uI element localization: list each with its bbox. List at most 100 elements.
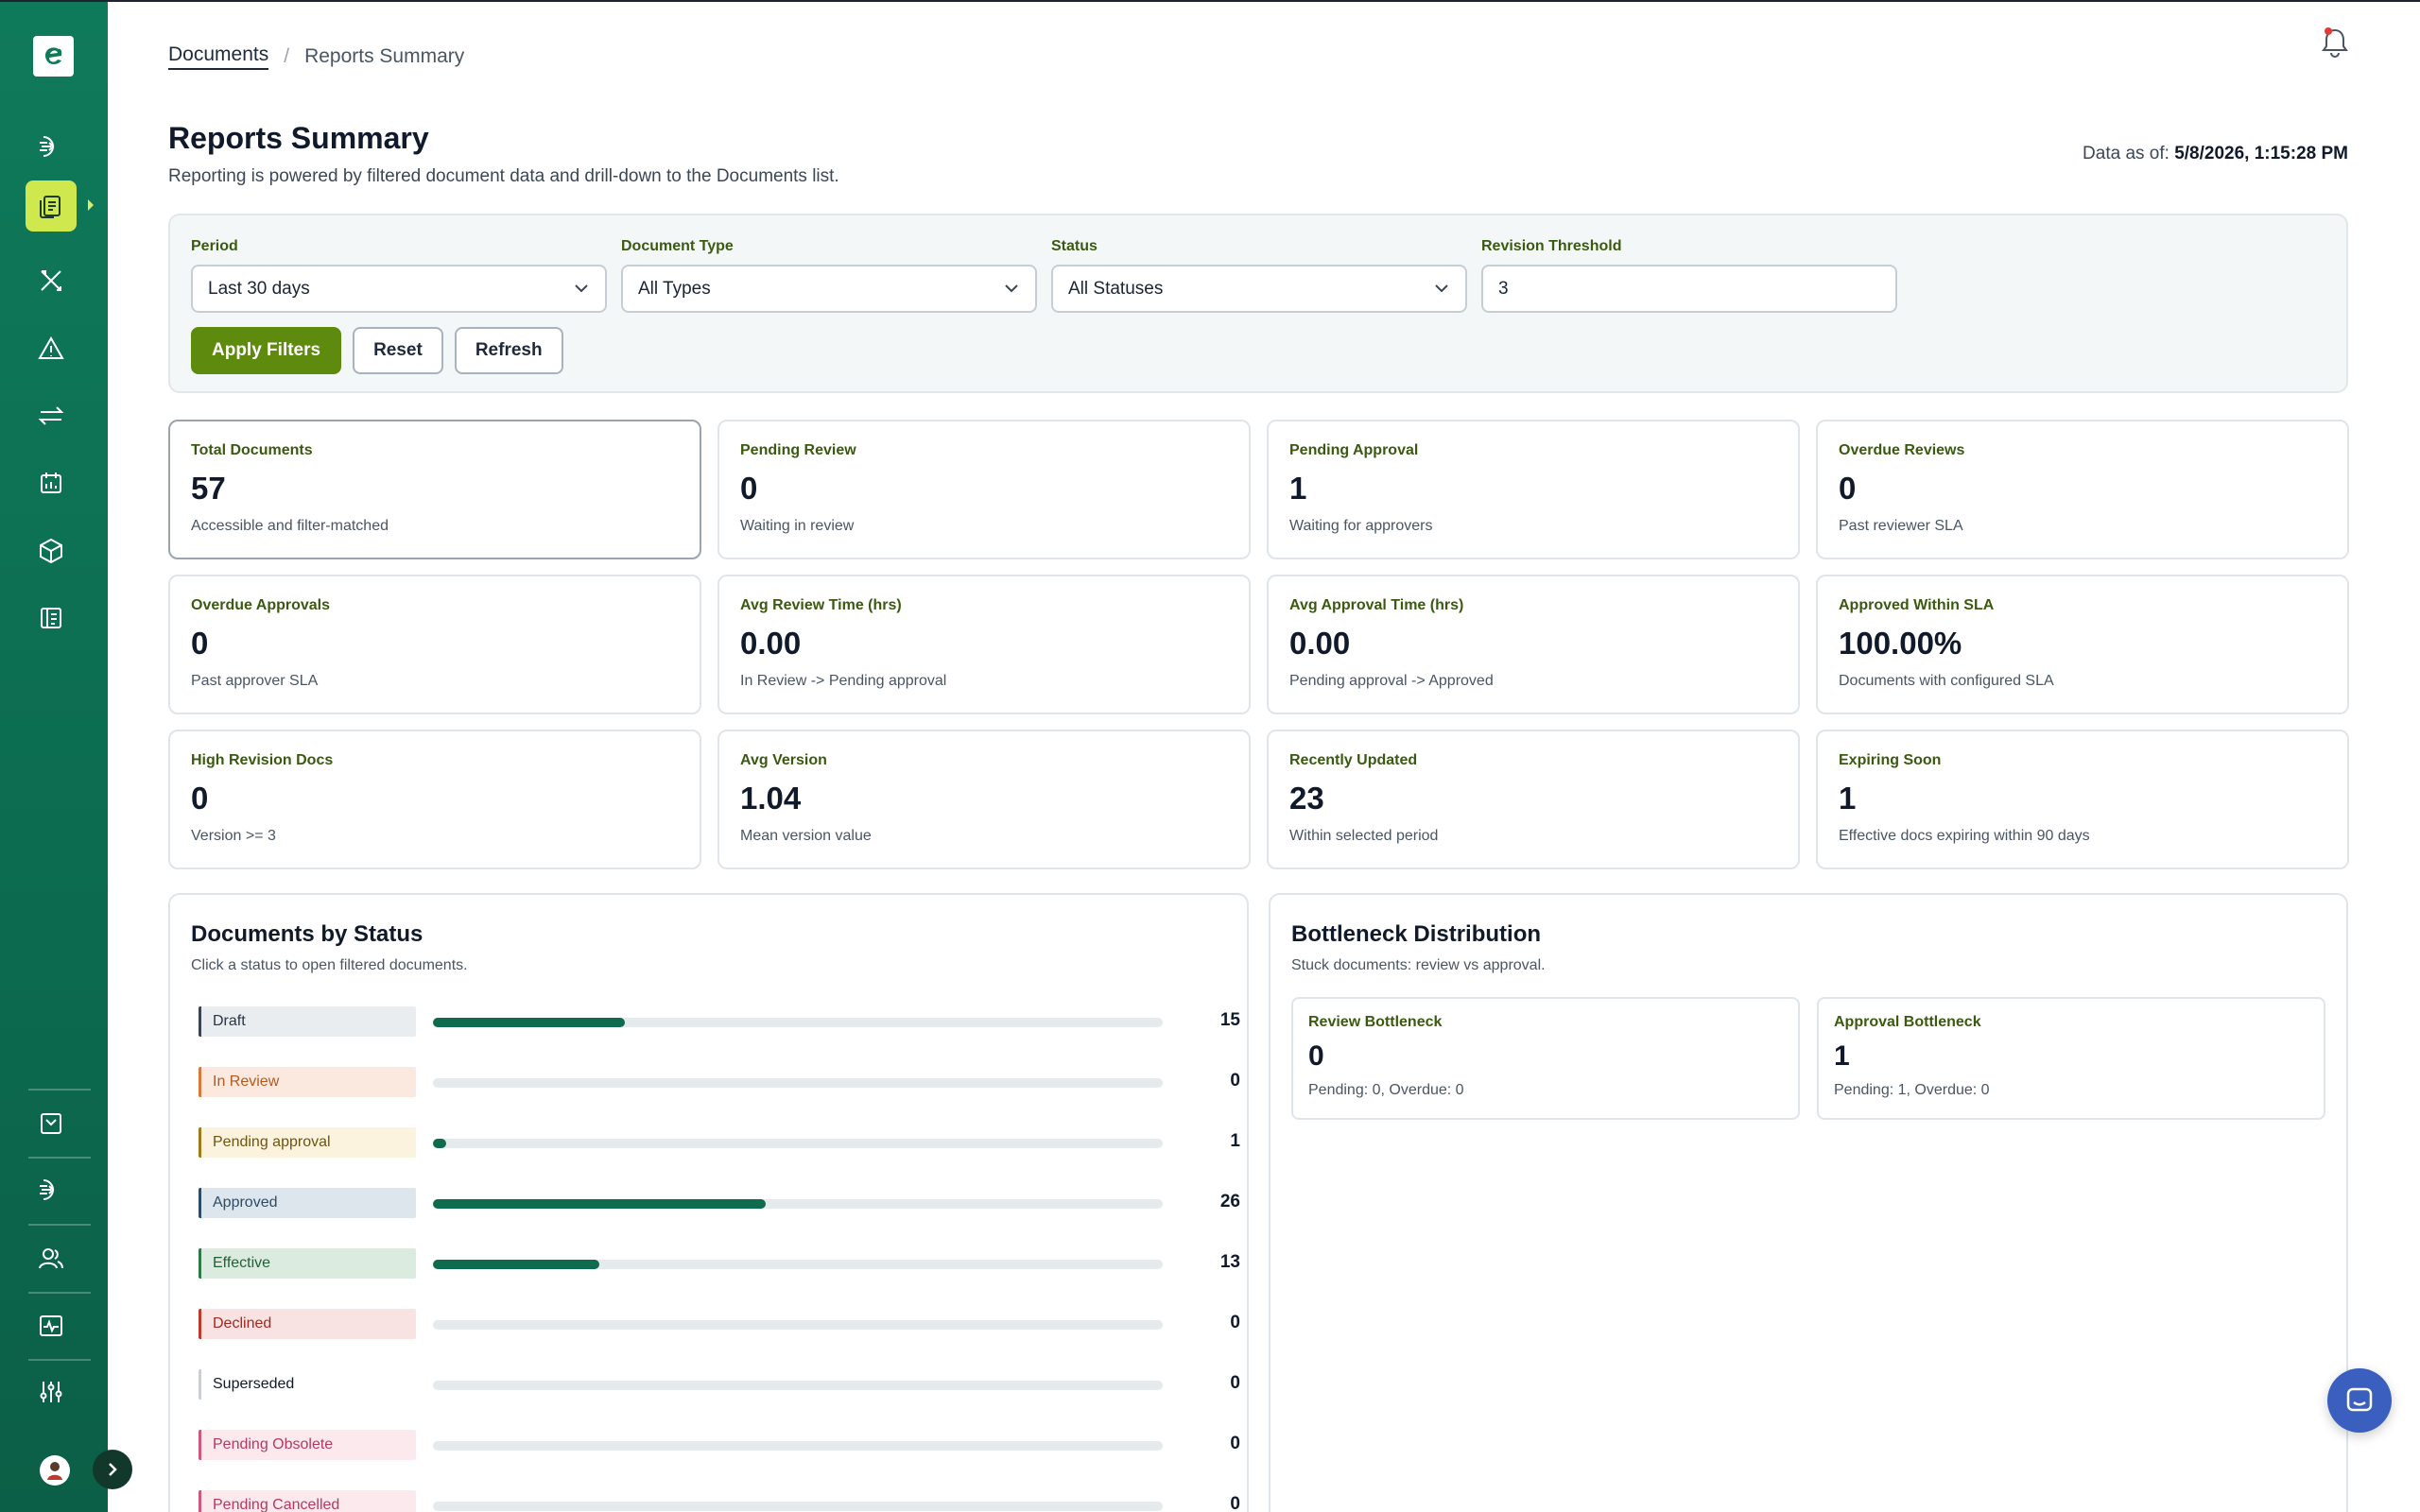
- kpi-title: Recently Updated: [1289, 752, 1418, 768]
- sidebar-item-monitoring[interactable]: [26, 1300, 77, 1351]
- status-row[interactable]: Pending Obsolete 0: [191, 1430, 1240, 1462]
- refresh-button[interactable]: Refresh: [454, 327, 563, 374]
- kpi-card[interactable]: Total Documents 57 Accessible and filter-m…: [168, 420, 701, 559]
- status-row[interactable]: Draft 15: [191, 1006, 1240, 1039]
- kpi-title: Avg Approval Time (hrs): [1289, 597, 1464, 613]
- sidebar-item-users[interactable]: [26, 1232, 77, 1283]
- status-row[interactable]: Pending approval 1: [191, 1127, 1240, 1160]
- kpi-value: 0: [1839, 471, 1857, 506]
- bottleneck-panel-subtitle: Stuck documents: review vs approval.: [1291, 957, 1546, 973]
- sidebar-item-activity[interactable]: [26, 1164, 77, 1215]
- status-row[interactable]: Approved 26: [191, 1188, 1240, 1220]
- chat-button[interactable]: [2327, 1368, 2392, 1433]
- status-row[interactable]: In Review 0: [191, 1067, 1240, 1099]
- status-label: Status: [1051, 238, 1098, 254]
- breadcrumb-documents-link[interactable]: Documents: [168, 43, 269, 70]
- kpi-value: 0.00: [740, 626, 802, 661]
- sidebar-item-tools[interactable]: [26, 255, 77, 306]
- status-filter: Status All Statuses: [1051, 238, 1467, 313]
- sidebar: [0, 2, 132, 1512]
- status-bar-fill: [433, 1260, 600, 1269]
- status-row[interactable]: Superseded 0: [191, 1369, 1240, 1401]
- app-logo[interactable]: [33, 36, 74, 77]
- status-row[interactable]: Declined 0: [191, 1309, 1240, 1341]
- status-row[interactable]: Effective 13: [191, 1248, 1240, 1280]
- bottleneck-panel-title: Bottleneck Distribution: [1291, 921, 1542, 947]
- breadcrumb: Documents / Reports Summary: [168, 43, 464, 70]
- sidebar-expand-button[interactable]: [93, 1450, 132, 1489]
- sidebar-item-tasks[interactable]: [26, 1098, 77, 1149]
- kpi-card[interactable]: Overdue Approvals 0 Past approver SLA: [168, 575, 701, 714]
- kpi-card[interactable]: Recently Updated 23 Within selected period: [1267, 730, 1800, 869]
- kpi-card[interactable]: Avg Version 1.04 Mean version value: [717, 730, 1251, 869]
- kpi-title: Avg Version: [740, 752, 827, 768]
- users-icon: [39, 1248, 63, 1269]
- kpi-title: Overdue Reviews: [1839, 442, 1965, 458]
- apply-filters-button[interactable]: Apply Filters: [191, 327, 342, 374]
- kpi-card[interactable]: Approved Within SLA 100.00% Documents with…: [1816, 575, 2349, 714]
- bottleneck-card-value: 0: [1308, 1040, 1324, 1072]
- form-icon: [41, 608, 61, 628]
- status-count: 0: [1230, 1434, 1240, 1453]
- chevron-down-icon: [575, 284, 588, 293]
- status-panel-subtitle: Click a status to open filtered document…: [191, 957, 468, 973]
- bottleneck-card-title: Review Bottleneck: [1308, 1014, 1443, 1030]
- kpi-card[interactable]: High Revision Docs 0 Version >= 3: [168, 730, 701, 869]
- kpi-card[interactable]: Pending Approval 1 Waiting for approvers: [1267, 420, 1800, 559]
- kpi-subtext: Waiting for approvers: [1289, 518, 1433, 534]
- warning-icon: [38, 335, 64, 359]
- cube-icon: [40, 538, 62, 564]
- sidebar-item-calendar[interactable]: [26, 457, 77, 508]
- status-label: Draft: [199, 1006, 416, 1037]
- sidebar-item-documents[interactable]: [26, 180, 77, 232]
- kpi-value: 100.00%: [1839, 626, 1962, 661]
- user-avatar-icon: [47, 1462, 62, 1480]
- bottleneck-card-sub: Pending: 0, Overdue: 0: [1308, 1082, 1464, 1098]
- kpi-card[interactable]: Pending Review 0 Waiting in review: [717, 420, 1251, 559]
- status-label: Pending Cancelled: [199, 1490, 416, 1512]
- kpi-subtext: Past reviewer SLA: [1839, 518, 1963, 534]
- kpi-card[interactable]: Avg Review Time (hrs) 0.00 In Review -> Pe…: [717, 575, 1251, 714]
- status-panel-title: Documents by Status: [191, 921, 424, 947]
- status-count: 26: [1219, 1192, 1240, 1211]
- sidebar-item-workflows[interactable]: [26, 121, 77, 172]
- documents-icon: [40, 196, 60, 218]
- kpi-subtext: Documents with configured SLA: [1839, 673, 2054, 689]
- kpi-card[interactable]: Avg Approval Time (hrs) 0.00 Pending appro…: [1267, 575, 1800, 714]
- status-bar-track: [433, 1078, 1163, 1088]
- approval-bottleneck-card[interactable]: Approval Bottleneck 1 Pending: 1, Overdu…: [1817, 997, 2325, 1120]
- status-row[interactable]: Pending Cancelled 0: [191, 1490, 1240, 1512]
- status-count: 0: [1230, 1071, 1240, 1091]
- kpi-subtext: Past approver SLA: [191, 673, 319, 689]
- kpi-card[interactable]: Expiring Soon 1 Effective docs expiring wi…: [1816, 730, 2349, 869]
- status-select[interactable]: All Statuses: [1051, 265, 1467, 313]
- revision-threshold-input[interactable]: 3: [1481, 265, 1897, 313]
- sidebar-item-transfers[interactable]: [26, 390, 77, 441]
- checkbox-icon: [41, 1113, 61, 1134]
- sidebar-item-forms[interactable]: [26, 593, 77, 644]
- sidebar-item-packages[interactable]: [26, 525, 77, 576]
- status-bar-track: [433, 1018, 1163, 1027]
- status-count: 15: [1219, 1010, 1240, 1030]
- chevron-down-icon: [1005, 284, 1018, 293]
- kpi-title: Avg Review Time (hrs): [740, 597, 902, 613]
- sidebar-item-settings[interactable]: [26, 1366, 77, 1418]
- kpi-subtext: Accessible and filter-matched: [191, 518, 389, 534]
- kpi-card[interactable]: Overdue Reviews 0 Past reviewer SLA: [1816, 420, 2349, 559]
- status-count: 0: [1230, 1313, 1240, 1332]
- sidebar-item-issues[interactable]: [26, 323, 77, 374]
- status-bar-track: [433, 1381, 1163, 1390]
- bottleneck-card-value: 1: [1834, 1040, 1850, 1072]
- review-bottleneck-card[interactable]: Review Bottleneck 0 Pending: 0, Overdue:…: [1291, 997, 1800, 1120]
- document-type-select[interactable]: All Types: [621, 265, 1037, 313]
- status-label: Pending approval: [199, 1127, 416, 1158]
- kpi-subtext: Waiting in review: [740, 518, 855, 534]
- status-count: 0: [1230, 1494, 1240, 1512]
- notifications-button[interactable]: [2318, 25, 2352, 60]
- period-select[interactable]: Last 30 days: [191, 265, 607, 313]
- reset-button[interactable]: Reset: [353, 327, 443, 374]
- documents-by-status-panel: Documents by Status Click a status to op…: [168, 893, 1249, 1512]
- status-count: 0: [1230, 1373, 1240, 1393]
- avatar[interactable]: [40, 1455, 70, 1486]
